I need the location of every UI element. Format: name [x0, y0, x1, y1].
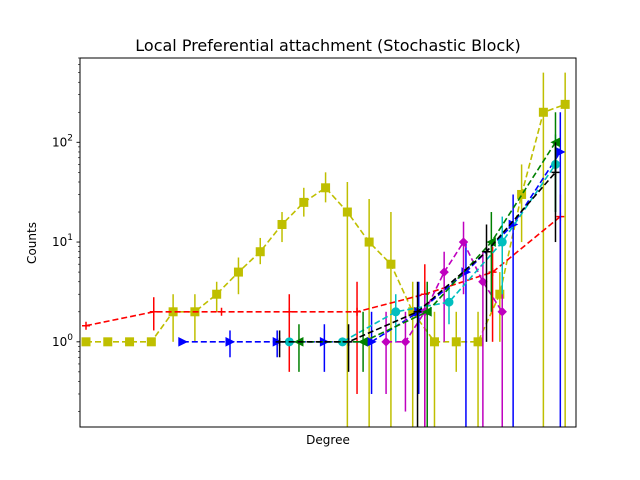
series-0-point: [233, 267, 243, 277]
plot-area: 100 101 102: [52, 57, 577, 428]
y-axis: 100 101 102: [52, 57, 80, 412]
series-6-point: [275, 337, 284, 346]
series-2-point: [178, 337, 188, 347]
series-layer: [81, 72, 570, 427]
series-5-point: [422, 306, 432, 317]
series-0: [81, 72, 570, 427]
series-5-point: [357, 337, 368, 347]
series-0-point: [473, 337, 483, 347]
series-2-line: [182, 151, 561, 343]
series-1-line: [85, 215, 561, 327]
series-2-point: [555, 147, 566, 157]
series-0-point: [429, 337, 439, 347]
y-axis-label: Counts: [25, 222, 39, 264]
series-0-point: [321, 183, 331, 193]
series-3-point: [381, 337, 391, 347]
series-0-point: [538, 107, 548, 117]
y-tick-label: 101: [52, 233, 73, 249]
series-3-point: [478, 277, 488, 287]
series-0-point: [146, 337, 156, 347]
x-axis-label: Degree: [306, 433, 350, 447]
series-0-point: [386, 259, 396, 269]
chart-title: Local Preferential attachment (Stochasti…: [135, 36, 520, 55]
series-5: [293, 112, 560, 427]
y-tick-label: 102: [52, 133, 73, 149]
series-4-point: [391, 307, 401, 317]
series-0-point: [560, 99, 570, 109]
series-1-point: [217, 307, 226, 316]
series-6-point: [413, 307, 422, 316]
series-3-point: [458, 237, 469, 247]
series-0-point: [212, 289, 222, 299]
series-4-point: [444, 297, 454, 307]
series-1-point: [488, 268, 497, 277]
series-1-point: [353, 307, 362, 316]
series-0-point: [299, 197, 309, 207]
y-tick-label: 100: [52, 333, 73, 349]
series-1-point: [149, 307, 158, 316]
series-3-point: [400, 337, 411, 347]
series-1-point: [285, 307, 294, 316]
series-0-point: [495, 289, 505, 299]
series-0-point: [517, 189, 527, 199]
series-6: [275, 142, 560, 427]
series-0-point: [451, 337, 461, 347]
series-6-point: [551, 168, 560, 177]
series-4-point: [497, 237, 507, 247]
series-1-point: [82, 321, 90, 330]
series-3-point: [439, 267, 449, 277]
series-0-point: [81, 337, 91, 347]
series-0-point: [277, 219, 287, 229]
series-6-point: [482, 247, 491, 256]
series-0-point: [342, 207, 352, 217]
series-3-point: [497, 307, 507, 317]
series-0-point: [103, 337, 113, 347]
series-0-point: [255, 247, 265, 257]
series-0-line: [86, 103, 566, 343]
series-4-line: [289, 163, 557, 343]
series-0-point: [364, 237, 374, 247]
series-2-point: [225, 337, 236, 347]
series-6-point: [344, 337, 353, 346]
series-0-point: [125, 337, 135, 347]
